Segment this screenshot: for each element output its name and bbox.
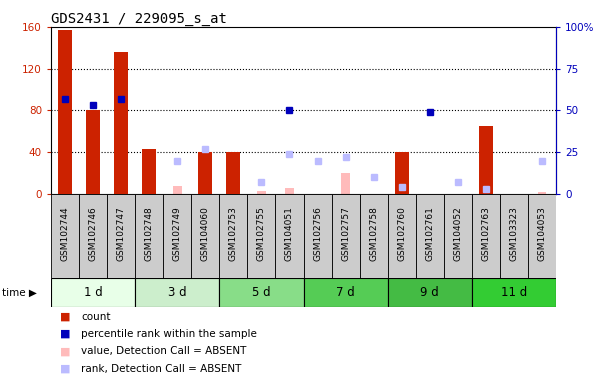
Bar [79,194,107,278]
Text: GSM102761: GSM102761 [426,207,434,262]
Text: ■: ■ [60,364,70,374]
Text: GDS2431 / 229095_s_at: GDS2431 / 229095_s_at [51,12,227,26]
Text: GSM102763: GSM102763 [481,207,490,262]
Bar [332,194,359,278]
Bar [481,126,490,194]
Bar [538,192,546,194]
Bar [142,149,156,194]
Bar [201,180,210,194]
Text: GSM102747: GSM102747 [117,207,126,262]
Bar [479,126,493,194]
Bar [257,191,266,194]
Bar [388,278,472,307]
Bar [219,278,304,307]
Bar [163,194,191,278]
Bar [51,278,135,307]
Bar [341,173,350,194]
Bar [173,185,182,194]
Bar [219,194,248,278]
Bar [285,188,294,194]
Bar [58,30,72,194]
Text: time ▶: time ▶ [2,288,37,298]
Bar [416,194,444,278]
Text: ■: ■ [60,346,70,356]
Text: GSM102748: GSM102748 [145,207,154,262]
Text: GSM102744: GSM102744 [61,207,70,261]
Text: value, Detection Call = ABSENT: value, Detection Call = ABSENT [81,346,246,356]
Bar [275,194,304,278]
Bar [248,194,275,278]
Text: GSM102746: GSM102746 [89,207,97,262]
Text: 5 d: 5 d [252,286,270,299]
Bar [472,194,500,278]
Text: GSM102757: GSM102757 [341,207,350,262]
Text: GSM102756: GSM102756 [313,207,322,262]
Bar [107,194,135,278]
Text: rank, Detection Call = ABSENT: rank, Detection Call = ABSENT [81,364,242,374]
Text: 3 d: 3 d [168,286,186,299]
Bar [86,111,100,194]
Bar [472,278,556,307]
Bar [528,194,556,278]
Bar [304,278,388,307]
Bar [359,194,388,278]
Text: GSM104053: GSM104053 [537,207,546,262]
Bar [395,152,409,194]
Bar [388,194,416,278]
Bar [500,194,528,278]
Text: ■: ■ [60,312,70,322]
Text: GSM104052: GSM104052 [453,207,462,262]
Text: GSM103323: GSM103323 [510,207,518,262]
Bar [198,152,212,194]
Bar [397,152,406,194]
Bar [135,278,219,307]
Text: 7 d: 7 d [336,286,355,299]
Text: GSM104051: GSM104051 [285,207,294,262]
Bar [51,194,79,278]
Text: GSM104060: GSM104060 [201,207,210,262]
Bar [135,194,163,278]
Bar [227,152,240,194]
Bar [304,194,332,278]
Text: GSM102758: GSM102758 [369,207,378,262]
Bar [191,194,219,278]
Bar [114,52,128,194]
Bar [444,194,472,278]
Text: GSM102753: GSM102753 [229,207,238,262]
Text: GSM102749: GSM102749 [173,207,182,262]
Text: 1 d: 1 d [84,286,103,299]
Text: percentile rank within the sample: percentile rank within the sample [81,329,257,339]
Text: GSM102760: GSM102760 [397,207,406,262]
Text: count: count [81,312,111,322]
Text: ■: ■ [60,329,70,339]
Text: GSM102755: GSM102755 [257,207,266,262]
Text: 11 d: 11 d [501,286,527,299]
Text: 9 d: 9 d [420,286,439,299]
